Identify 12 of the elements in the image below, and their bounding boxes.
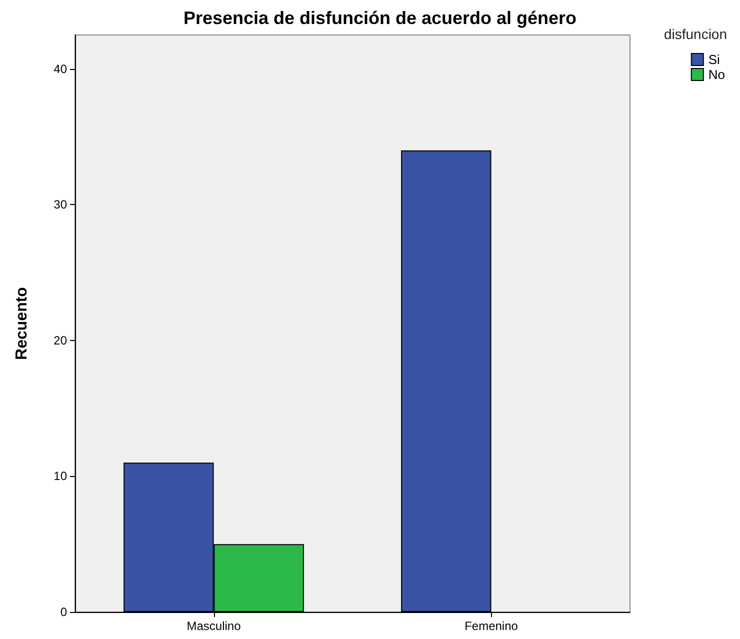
y-tick-label: 10 (54, 469, 68, 484)
y-tick-label: 20 (54, 333, 68, 348)
legend-title: disfuncion (664, 26, 728, 42)
chart-title: Presencia de disfunción de acuerdo al género (183, 8, 577, 28)
y-axis-title: Recuento (14, 286, 30, 360)
y-tick-label: 40 (54, 62, 68, 76)
x-tick-label: Masculino (186, 619, 242, 633)
y-tick-label: 0 (60, 605, 68, 619)
legend-label: Si (708, 52, 720, 67)
x-tick-label: Femenino (464, 619, 518, 633)
legend-label: No (708, 67, 726, 82)
y-tick-label: 30 (54, 198, 68, 212)
